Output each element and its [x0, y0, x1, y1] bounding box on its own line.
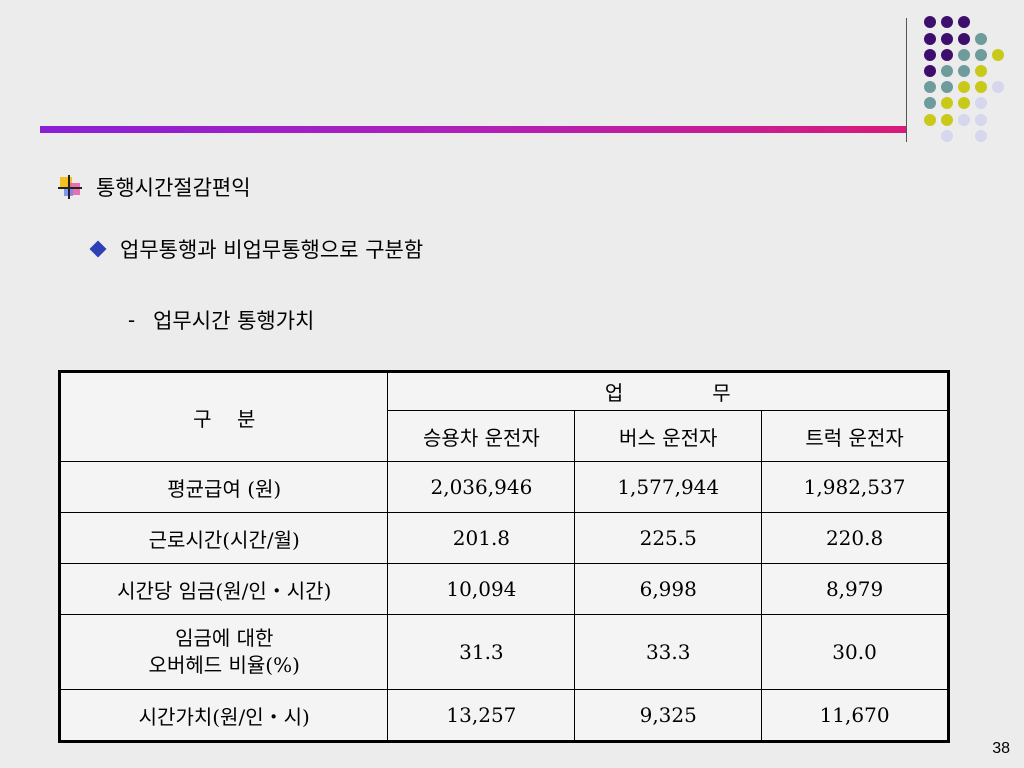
- dot-purple: [924, 33, 936, 45]
- dot-lavender: [958, 114, 970, 126]
- dot-lavender: [992, 81, 1004, 93]
- dot-yellow: [924, 114, 936, 126]
- decorative-dot-grid: [920, 14, 1020, 146]
- dot-yellow: [975, 81, 987, 93]
- dot-lavender: [941, 130, 953, 142]
- diamond-bullet-icon: [89, 240, 107, 258]
- table-cell: 1,577,944: [574, 461, 763, 513]
- dash-marker: -: [128, 308, 136, 332]
- title-underline-bar: [40, 126, 906, 133]
- dot-teal: [958, 65, 970, 77]
- table-row: 근로시간(시간/월) 201.8 225.5 220.8: [59, 512, 948, 564]
- dot-teal: [975, 33, 987, 45]
- table-cell: 33.3: [574, 614, 763, 690]
- dot-purple: [941, 16, 953, 28]
- dot-lavender: [975, 114, 987, 126]
- column-header: 트럭 운전자: [761, 410, 948, 462]
- page-number: 38: [992, 740, 1010, 757]
- row-label-line: 임금에 대한: [175, 626, 274, 650]
- dot-teal: [958, 49, 970, 61]
- column-header: 승용차 운전자: [387, 410, 576, 462]
- table-cell: 2,036,946: [387, 461, 576, 513]
- dot-yellow: [941, 114, 953, 126]
- bullet-level-2-text: 업무통행과 비업무통행으로 구분함: [120, 238, 424, 262]
- table-cell: 6,998: [574, 563, 763, 615]
- table-cell: 220.8: [761, 512, 948, 564]
- table-cell: 13,257: [387, 689, 576, 741]
- dot-purple: [924, 16, 936, 28]
- header-row-group: 구 분 업 무: [59, 372, 948, 462]
- bullet-level-1-text: 통행시간절감편익: [96, 176, 251, 200]
- row-label: 근로시간(시간/월): [59, 512, 389, 564]
- dot-purple: [958, 16, 970, 28]
- dot-teal: [924, 97, 936, 109]
- table-cell: 201.8: [387, 512, 576, 564]
- dot-yellow: [975, 65, 987, 77]
- dot-teal: [975, 49, 987, 61]
- business-time-value-table: 구 분 업 무 승용차 운전자 버스 운전자 트럭 운전자 평균급여 (원) 2…: [58, 370, 950, 743]
- table-row: 평균급여 (원) 2,036,946 1,577,944 1,982,537: [59, 461, 948, 513]
- table-row: 임금에 대한 오버헤드 비율(%) 31.3 33.3 30.0: [59, 614, 948, 690]
- bullet-level-1: 통행시간절감편익: [58, 172, 251, 202]
- dot-yellow: [941, 97, 953, 109]
- table-cell: 1,982,537: [761, 461, 948, 513]
- dot-yellow: [958, 81, 970, 93]
- dot-yellow: [958, 97, 970, 109]
- table-cell: 9,325: [574, 689, 763, 741]
- bullet-level-3-text: 업무시간 통행가치: [153, 309, 315, 333]
- bullet-level-2: 업무통행과 비업무통행으로 구분함: [89, 234, 424, 264]
- row-label-line: 오버헤드 비율(%): [148, 653, 300, 677]
- dot-purple: [941, 49, 953, 61]
- row-label: 평균급여 (원): [59, 461, 389, 513]
- table-cell: 30.0: [761, 614, 948, 690]
- dot-purple: [958, 33, 970, 45]
- table-row: 시간가치(원/인・시) 13,257 9,325 11,670: [59, 689, 948, 741]
- table-cell: 8,979: [761, 563, 948, 615]
- table-cell: 31.3: [387, 614, 576, 690]
- dot-lavender: [975, 97, 987, 109]
- dot-teal: [941, 81, 953, 93]
- row-header-label: 구 분: [59, 372, 389, 462]
- row-label: 시간가치(원/인・시): [59, 689, 389, 741]
- slide-bullet-icon: [58, 175, 82, 199]
- table-cell: 10,094: [387, 563, 576, 615]
- corner-divider-line: [906, 18, 907, 142]
- column-header: 버스 운전자: [574, 410, 763, 462]
- bullet-level-3: - 업무시간 통행가치: [128, 305, 314, 335]
- dot-yellow: [992, 49, 1004, 61]
- dot-purple: [924, 49, 936, 61]
- dot-lavender: [975, 130, 987, 142]
- table-cell: 225.5: [574, 512, 763, 564]
- dot-purple: [924, 65, 936, 77]
- dot-teal: [924, 81, 936, 93]
- dot-purple: [941, 33, 953, 45]
- dot-teal: [941, 65, 953, 77]
- table-cell: 11,670: [761, 689, 948, 741]
- row-label: 임금에 대한 오버헤드 비율(%): [59, 614, 389, 690]
- row-label: 시간당 임금(원/인・시간): [59, 563, 389, 615]
- group-header: 업 무: [387, 372, 948, 411]
- table-row: 시간당 임금(원/인・시간) 10,094 6,998 8,979: [59, 563, 948, 615]
